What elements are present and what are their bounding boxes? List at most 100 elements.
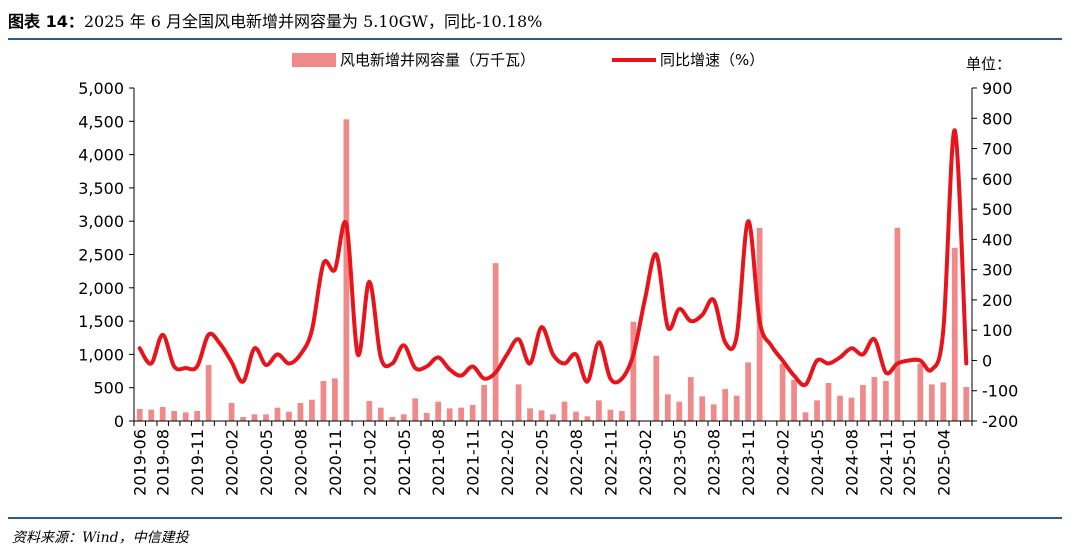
bar bbox=[722, 389, 729, 421]
right-tick-label: 800 bbox=[982, 109, 1013, 128]
left-tick-label: 2,000 bbox=[78, 279, 124, 298]
right-tick-label: 400 bbox=[982, 230, 1013, 249]
bar bbox=[400, 414, 407, 421]
bar bbox=[561, 401, 568, 421]
right-tick-label: 900 bbox=[982, 79, 1013, 98]
left-tick-label: 1,500 bbox=[78, 312, 124, 331]
bar bbox=[733, 395, 740, 421]
legend-bar-label: 风电新增并网容量（万千瓦） bbox=[340, 51, 535, 69]
legend-bar-swatch bbox=[292, 53, 336, 67]
bar bbox=[435, 401, 442, 421]
x-tick-label: 2019-06 bbox=[131, 429, 150, 496]
x-tick-label: 2023-02 bbox=[636, 429, 655, 496]
bar bbox=[871, 377, 878, 421]
x-tick-label: 2024-08 bbox=[843, 429, 862, 496]
bar bbox=[343, 119, 350, 421]
source-note: 资料来源：Wind，中信建投 bbox=[12, 530, 189, 546]
x-tick-label: 2020-05 bbox=[257, 429, 276, 496]
bar bbox=[412, 398, 419, 421]
bar bbox=[286, 411, 292, 421]
right-tick-label: 600 bbox=[982, 170, 1013, 189]
bar bbox=[389, 417, 396, 421]
left-tick-label: 500 bbox=[93, 379, 124, 398]
right-tick-label: 500 bbox=[982, 200, 1013, 219]
bar bbox=[710, 404, 717, 421]
left-tick-label: 3,000 bbox=[78, 212, 124, 231]
bar bbox=[171, 411, 178, 421]
bar bbox=[951, 247, 958, 421]
right-tick-label: -100 bbox=[982, 382, 1018, 401]
x-tick-label: 2023-11 bbox=[739, 429, 758, 496]
bar bbox=[251, 414, 258, 421]
x-tick-label: 2025-01 bbox=[900, 429, 919, 496]
bar bbox=[779, 363, 786, 421]
bar bbox=[917, 363, 924, 421]
bar bbox=[423, 413, 430, 421]
x-tick-label: 2020-08 bbox=[292, 429, 311, 496]
bar bbox=[653, 355, 660, 421]
left-tick-label: 1,000 bbox=[78, 345, 124, 364]
bar bbox=[745, 362, 752, 421]
bar bbox=[550, 414, 556, 421]
left-tick-label: 0 bbox=[114, 412, 124, 431]
x-tick-label: 2023-08 bbox=[705, 429, 724, 496]
bar bbox=[469, 405, 476, 421]
bar bbox=[492, 263, 499, 421]
bottom-rule bbox=[8, 517, 1062, 519]
bar bbox=[596, 400, 602, 421]
x-tick-label: 2024-02 bbox=[774, 429, 793, 496]
bar bbox=[159, 407, 166, 421]
bar bbox=[309, 399, 315, 421]
bar bbox=[940, 382, 947, 421]
bar bbox=[802, 412, 809, 421]
bar bbox=[458, 407, 465, 421]
right-tick-label: 700 bbox=[982, 140, 1013, 159]
x-tick-label: 2024-11 bbox=[877, 429, 896, 496]
x-tick-label: 2021-08 bbox=[429, 429, 448, 496]
bar bbox=[837, 395, 843, 421]
x-tick-label: 2022-11 bbox=[601, 429, 620, 496]
x-tick-label: 2021-11 bbox=[464, 429, 483, 496]
bar bbox=[538, 410, 545, 421]
x-tick-label: 2022-02 bbox=[498, 429, 517, 496]
x-tick-label: 2020-11 bbox=[326, 429, 345, 496]
bar bbox=[182, 412, 189, 421]
right-tick-label: 0 bbox=[982, 351, 992, 370]
bar bbox=[297, 403, 304, 421]
bar bbox=[205, 365, 212, 421]
right-axis: -200 -100 0 100 200 300 400 500 600 700 800 900 bbox=[971, 79, 1018, 431]
bar bbox=[687, 377, 694, 421]
bar bbox=[446, 408, 453, 421]
right-tick-label: -200 bbox=[982, 412, 1018, 431]
bar bbox=[377, 407, 384, 421]
bar bbox=[573, 411, 579, 421]
left-tick-label: 4,500 bbox=[78, 112, 124, 131]
bar bbox=[699, 396, 706, 421]
bar bbox=[963, 387, 970, 421]
bar bbox=[194, 411, 201, 421]
bar bbox=[366, 401, 373, 421]
bar bbox=[320, 381, 327, 421]
bar bbox=[263, 414, 269, 421]
left-tick-label: 3,500 bbox=[78, 179, 124, 198]
x-axis: 2019-06 2019-08 2019-11 2020-02 2020-05 2020-… bbox=[131, 420, 973, 496]
bar bbox=[274, 407, 281, 421]
bar bbox=[332, 378, 338, 421]
left-axis: 0 500 1,000 1,500 2,000 2,500 3,000 3,500 4,000 4… bbox=[78, 79, 135, 431]
bar bbox=[664, 394, 671, 421]
bar bbox=[894, 227, 901, 421]
bar bbox=[860, 385, 866, 421]
bar bbox=[515, 384, 522, 421]
bar bbox=[883, 381, 889, 421]
figure-caption: 图表 14：2025 年 6 月全国风电新增并网容量为 5.10GW，同比-10… bbox=[8, 8, 542, 32]
right-tick-label: 200 bbox=[982, 291, 1013, 310]
figure-title: 2025 年 6 月全国风电新增并网容量为 5.10GW，同比-10.18% bbox=[83, 12, 543, 31]
right-tick-label: 100 bbox=[982, 321, 1013, 340]
bar bbox=[814, 400, 820, 421]
right-tick-label: 300 bbox=[982, 261, 1013, 280]
bar bbox=[240, 417, 246, 421]
legend: 风电新增并网容量（万千瓦） 同比增速（%） bbox=[292, 51, 764, 69]
bar bbox=[136, 409, 143, 421]
figure-number: 图表 14： bbox=[8, 12, 84, 31]
